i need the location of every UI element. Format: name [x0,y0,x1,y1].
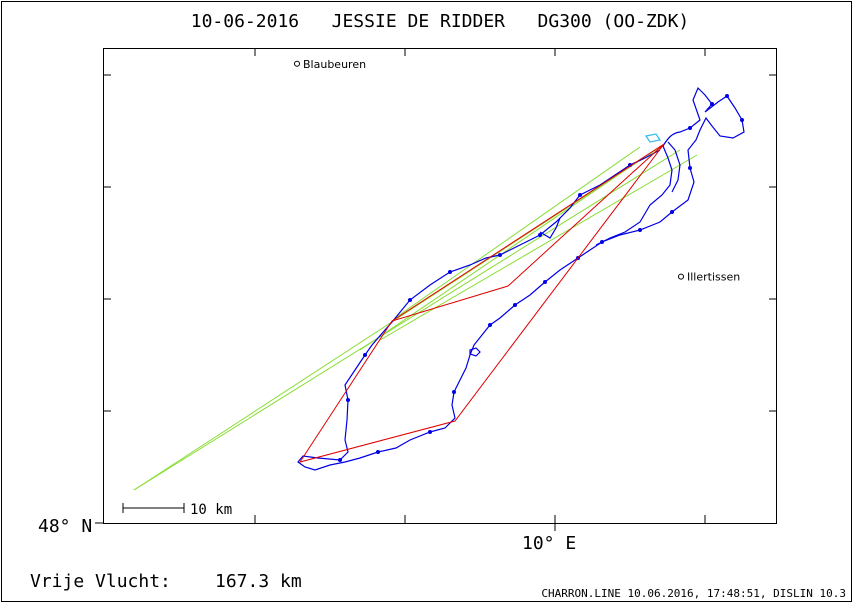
city-label: Blaubeuren [303,58,366,71]
distance-label: Vrije Vlucht: [30,571,171,592]
cities: AalenHornbergDonzdorfStuttgartBlaubeuren… [294,58,740,284]
task-polygon [298,143,665,463]
city-marker [294,60,300,67]
y-axis-tick-label: 48° N [38,516,92,537]
city-blaubeuren: Blaubeuren [294,58,366,71]
distance-value: 167.3 km [215,571,302,592]
chart-title: 10-06-2016 JESSIE DE RIDDER DG300 (OO-ZD… [191,11,690,32]
scale-bar-label: 10 km [190,502,232,518]
credits-text: CHARRON.LINE 10.06.2016, 17:48:51, DISLI… [541,587,846,600]
start-marker [645,133,661,143]
x-axis-tick-label: 10° E [522,533,576,554]
flight-track [297,86,745,471]
city-illertissen: Illertissen [678,271,740,284]
city-label: Illertissen [687,271,740,284]
axis-ticks [95,48,777,531]
plot-frame [103,48,777,524]
city-marker [678,273,684,280]
scale-bar [122,503,185,513]
